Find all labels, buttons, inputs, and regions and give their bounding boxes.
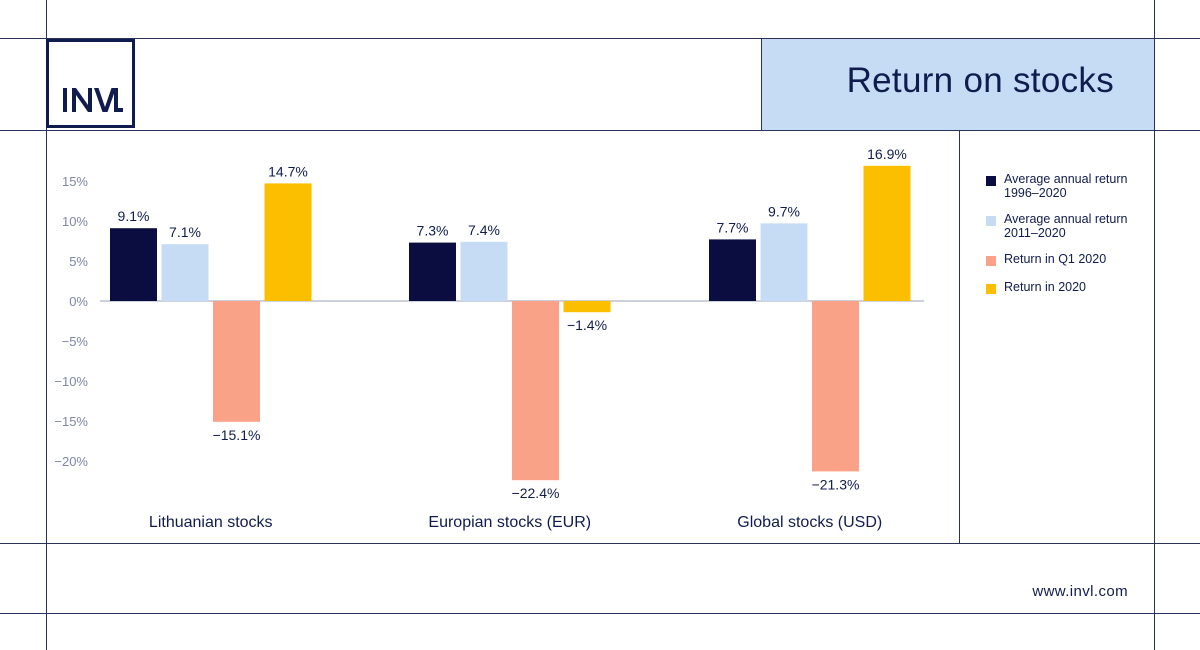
bar [812,301,859,472]
bar [110,228,157,301]
legend-label: Average annual return 2011–2020 [1004,212,1128,240]
y-tick-label: 0% [69,294,88,309]
frame-line-left [46,0,47,650]
bar-value-label: 16.9% [867,146,907,162]
bar [213,301,260,422]
bar [563,301,611,313]
legend-swatch-salmon [986,256,996,266]
frame-line-chart-bottom [0,543,1200,544]
y-tick-label: −10% [54,374,88,389]
frame-line-right [1154,0,1155,650]
bar-value-label: 9.1% [118,208,150,224]
y-tick-label: 15% [62,174,88,189]
bar [409,242,456,301]
y-tick-label: −20% [54,454,88,469]
page-title: Return on stocks [846,61,1114,100]
frame-line-header [0,130,1200,131]
invl-logo [46,39,135,128]
bar [161,244,209,301]
title-panel: Return on stocks [761,39,1154,130]
y-tick-label: 10% [62,214,88,229]
bar-value-label: 9.7% [768,203,800,219]
bar-value-label: −21.3% [812,476,860,492]
legend-divider [959,130,960,543]
invl-logo-mark [63,88,123,112]
website-link[interactable]: www.invl.com [1032,583,1128,600]
category-label: Global stocks (USD) [737,514,882,531]
bar-value-label: 7.1% [169,224,201,240]
bar-value-label: 7.4% [468,222,500,238]
bar [863,165,911,301]
chart-legend: Average annual return 1996–2020 Average … [986,172,1156,308]
legend-swatch-yellow [986,284,996,294]
bar-value-label: 7.3% [417,223,449,239]
legend-item-q1-2020: Return in Q1 2020 [986,252,1156,272]
legend-swatch-navy [986,176,996,186]
bar-value-label: −15.1% [213,427,261,443]
legend-label: Average annual return 1996–2020 [1004,172,1128,200]
frame-line-footer [0,613,1200,614]
category-label: Lithuanian stocks [149,514,273,531]
legend-label: Return in Q1 2020 [1004,252,1107,266]
bar [709,239,756,301]
bar-chart: 15% 10% 5% 0% −5% −10% −15% −20% 9.1% 7.1% −15.1% 1… [54,146,924,531]
legend-item-1996-2020: Average annual return 1996–2020 [986,172,1156,202]
legend-item-2011-2020: Average annual return 2011–2020 [986,212,1156,242]
y-tick-label: −5% [62,334,89,349]
frame-line-top [0,38,1200,39]
legend-item-2020: Return in 2020 [986,280,1156,300]
category-label: Europian stocks (EUR) [428,514,591,531]
legend-label: Return in 2020 [1004,280,1087,294]
y-tick-label: −15% [54,414,88,429]
bar [760,223,808,301]
bar-value-label: −22.4% [512,485,560,501]
bar [512,301,559,481]
bar [460,241,508,301]
bar-value-label: 7.7% [717,219,749,235]
legend-swatch-light-blue [986,216,996,226]
bar-value-label: −1.4% [567,317,607,333]
bar [264,183,312,301]
bar-value-label: 14.7% [268,163,308,179]
y-tick-label: 5% [69,254,88,269]
